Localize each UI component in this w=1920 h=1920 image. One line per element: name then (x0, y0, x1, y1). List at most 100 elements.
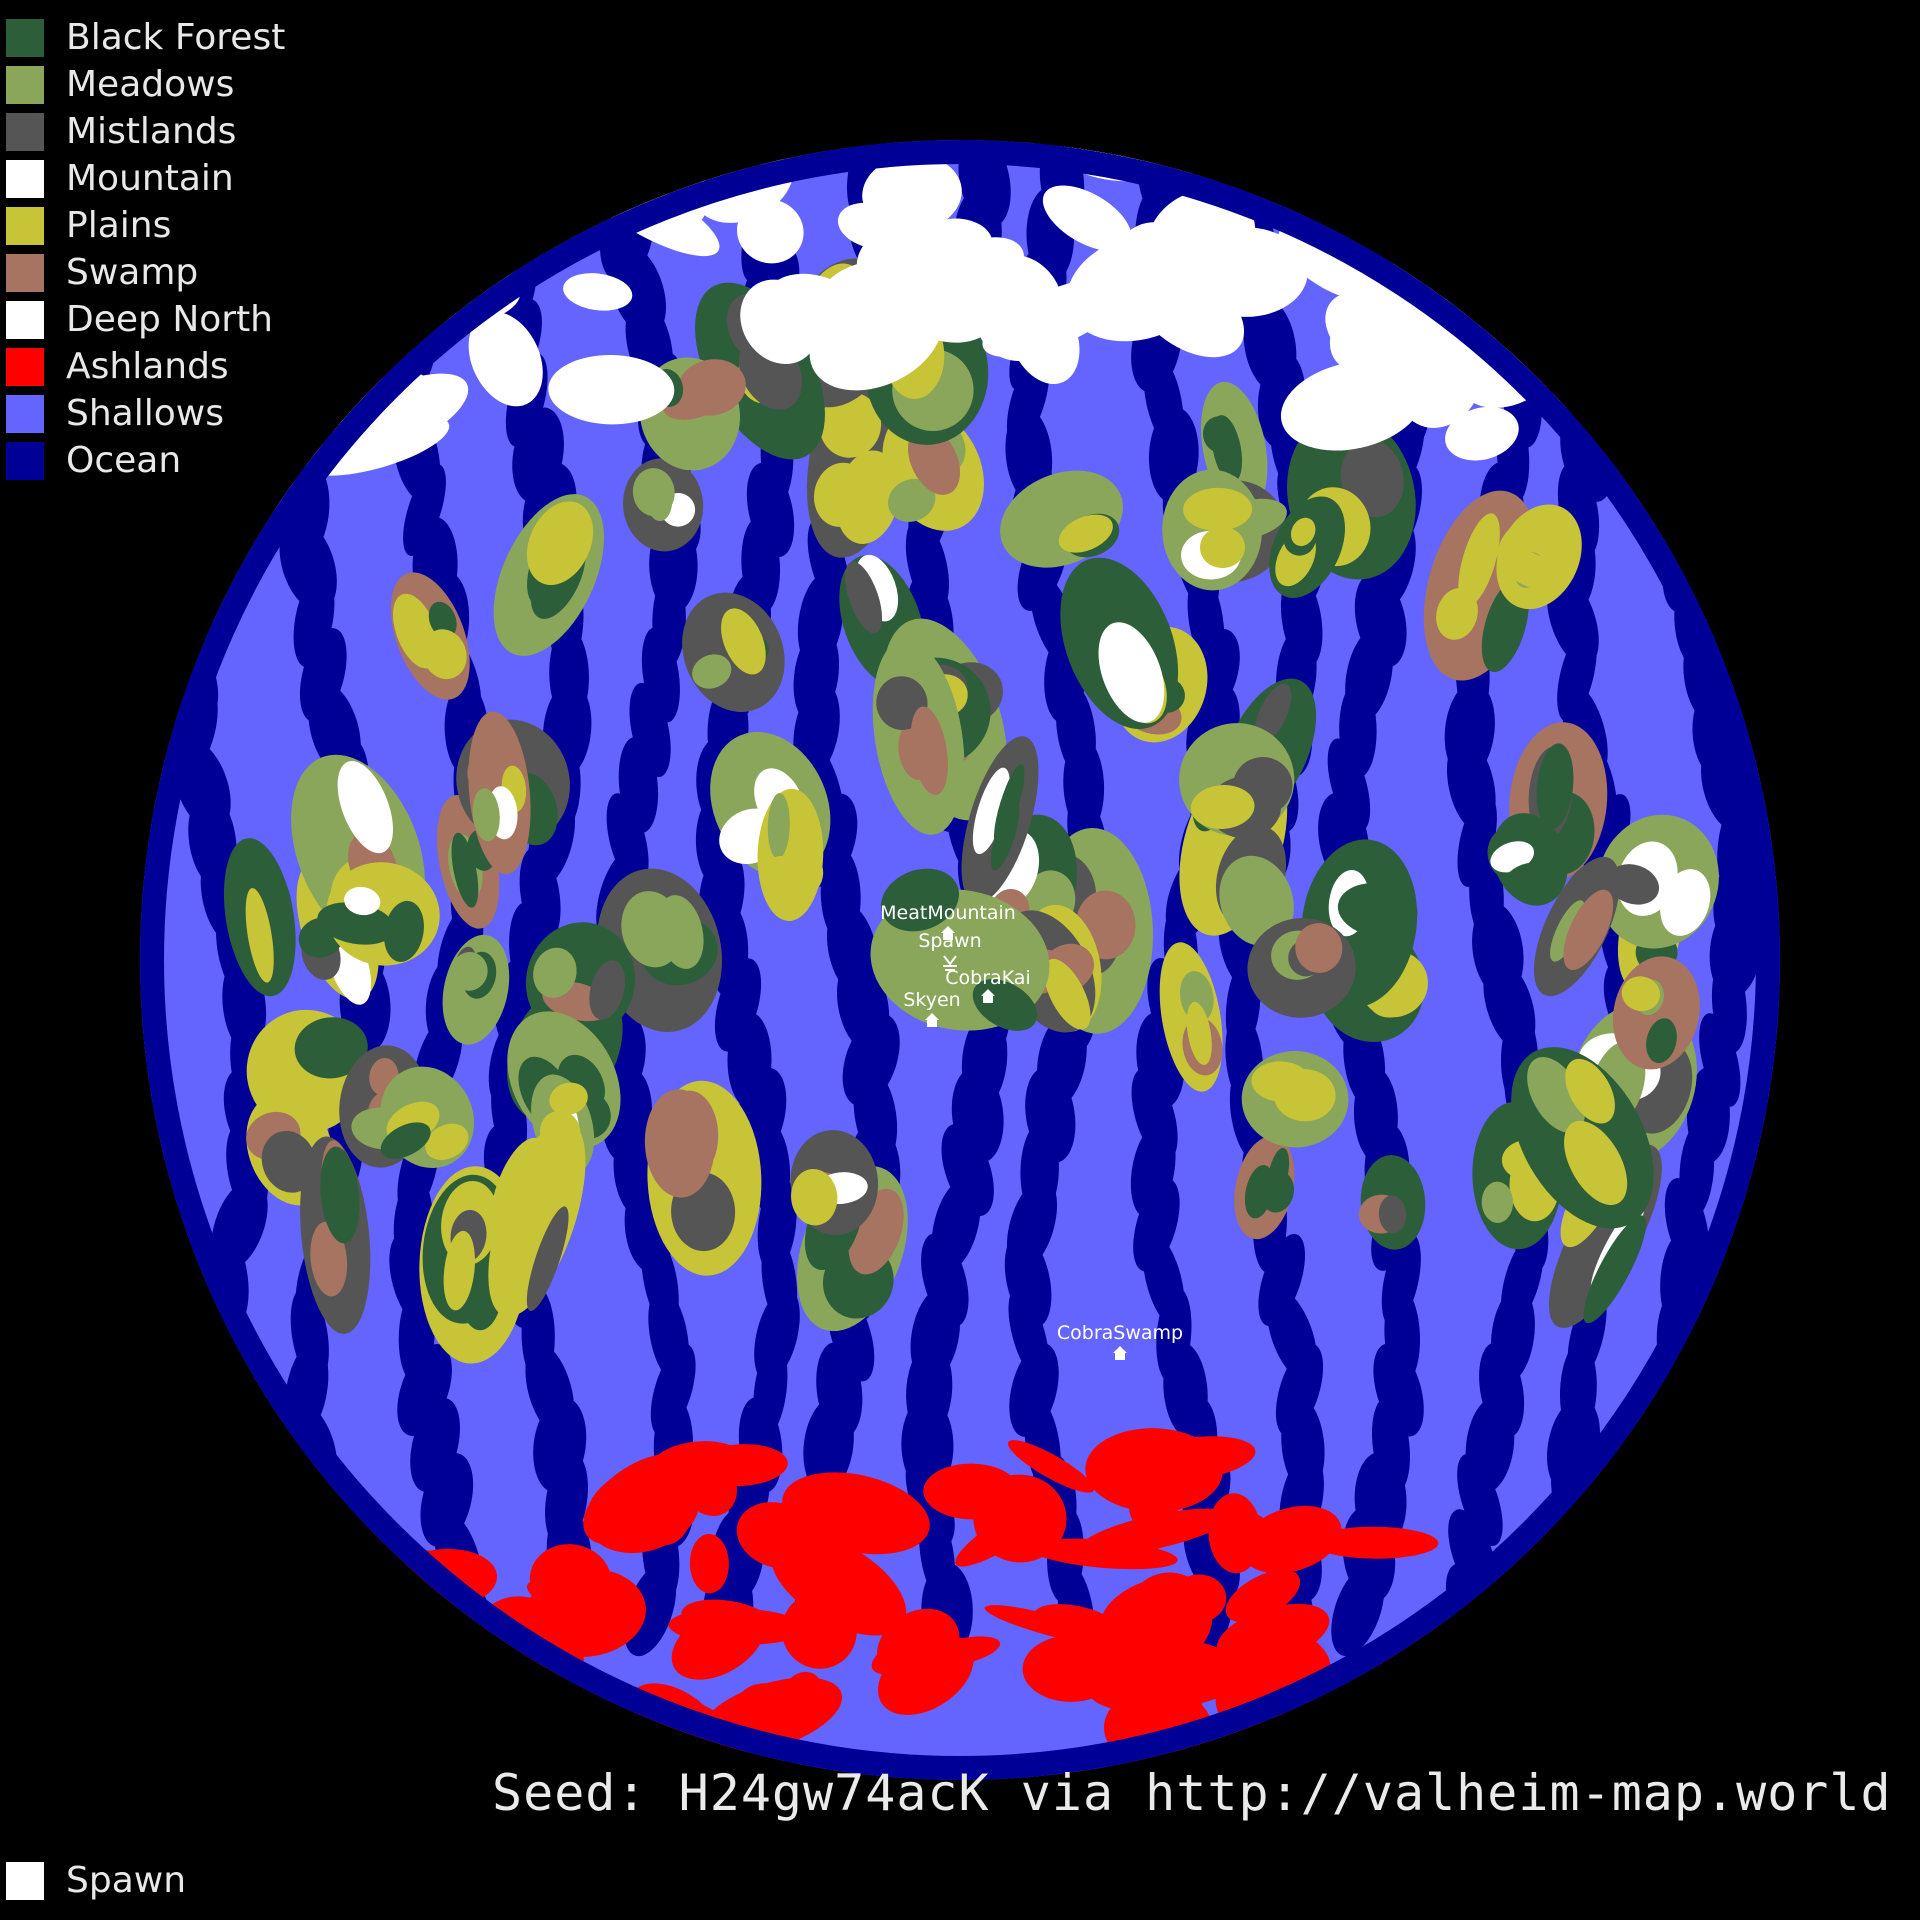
deep-north-patch (1278, 223, 1379, 300)
legend-swatch (6, 441, 44, 480)
biome-patch (1565, 1058, 1615, 1124)
ocean-channel-patch (1499, 140, 1540, 228)
ashlands-patch (297, 1772, 366, 1780)
biome-patch (888, 478, 936, 522)
ashlands-patch (1216, 1603, 1330, 1665)
biome-patch (526, 1206, 569, 1311)
marker-skyen[interactable]: Skyen (903, 989, 961, 1027)
house-icon (1113, 1346, 1127, 1360)
ocean-channel-patch (307, 1563, 362, 1657)
ashlands-patch (1431, 1817, 1539, 1897)
biome-patch (1290, 517, 1316, 547)
biome-patch (1202, 416, 1237, 453)
biome-patch (632, 468, 675, 517)
ashlands-patch (1453, 1808, 1585, 1910)
ashlands-patch (417, 1785, 485, 1862)
legend-swatch (6, 347, 44, 386)
biome-patch (692, 654, 732, 689)
biome-patch (1183, 487, 1253, 531)
deep-north-patch (548, 354, 675, 425)
house-icon (925, 1013, 939, 1027)
ashlands-patch (1539, 1647, 1689, 1676)
spawn-icon (943, 955, 957, 971)
biome-patch (1378, 1195, 1407, 1234)
ashlands-patch (171, 1915, 315, 1920)
biome-patch (337, 761, 393, 854)
ocean-channel-patch (1613, 140, 1652, 227)
ashlands-patch (529, 1544, 612, 1616)
biome-patch (317, 902, 395, 945)
deep-north-patch (1476, 154, 1619, 237)
biome-patch (1200, 526, 1245, 569)
ocean-channel-patch (1668, 1453, 1723, 1547)
ocean-channel-patch (185, 1342, 227, 1438)
legend-swatch (6, 394, 44, 433)
biome-patch (472, 788, 500, 842)
land-islands (223, 258, 1719, 1364)
biome-patch (451, 832, 479, 908)
ocean-ring (140, 140, 1780, 1780)
ashlands-patch (917, 1636, 1001, 1668)
ocean-channel-patch (1657, 353, 1704, 447)
deep-north-patch (344, 151, 463, 208)
deep-north-patch (1576, 193, 1691, 293)
deep-north-patch (563, 273, 633, 311)
biome-patch (972, 767, 1010, 855)
marker-cobraswamp[interactable]: CobraSwamp (1057, 1322, 1183, 1360)
biome-patch (1607, 864, 1660, 905)
biome-patch (644, 1089, 715, 1198)
biome-patch (1266, 1147, 1290, 1203)
biome-patch (819, 392, 882, 458)
ashlands-patch (1561, 1833, 1665, 1920)
ashlands-patch (1128, 1688, 1203, 1734)
legend-item-swamp: Swamp (6, 249, 285, 296)
ocean-channel-patch (170, 1453, 214, 1547)
legend-label: Ashlands (66, 345, 229, 387)
biome-patch (1660, 869, 1711, 936)
marker-spawn[interactable]: Spawn (918, 930, 982, 971)
ashlands-patch (377, 1616, 461, 1680)
ocean-channel-patch (1702, 140, 1738, 228)
ocean-channel-patch (326, 187, 374, 283)
deep-north-patch (1280, 360, 1424, 451)
ocean-channel-patch (173, 1398, 222, 1492)
deep-north-patch (1042, 185, 1132, 252)
biome-patch (787, 851, 824, 895)
marker-meatmountain[interactable]: MeatMountain (880, 902, 1016, 940)
ashlands-patch (1440, 1836, 1490, 1884)
spawn-legend: Spawn (6, 1862, 186, 1900)
ocean-channel-patch (302, 1507, 345, 1603)
ashlands-patch (1033, 1604, 1125, 1646)
ocean-channel-patch (1345, 140, 1384, 228)
biome-patch (488, 1120, 586, 1317)
biome-patch (845, 561, 883, 634)
deep-north-patch (1007, 289, 1080, 385)
deep-north-patch (1066, 233, 1213, 342)
ocean-channel-patch (412, 140, 464, 227)
ashlands-patch (191, 1912, 270, 1920)
ashlands-patch (736, 1502, 819, 1569)
biome-patch (380, 1122, 431, 1159)
ocean-channel-patch (303, 297, 351, 393)
biome-patch (443, 1230, 475, 1311)
legend-item-plains: Plains (6, 202, 285, 249)
ashlands-patch (220, 1726, 326, 1780)
biome-patch (1481, 1181, 1514, 1223)
ocean-channel-patch (1696, 1564, 1741, 1656)
deep-north-patch (1486, 140, 1606, 209)
legend-label: Ocean (66, 439, 182, 481)
biome-patch (1646, 1018, 1677, 1064)
legend-swatch (6, 159, 44, 198)
ashlands-patch (328, 1878, 385, 1920)
house-icon (941, 926, 955, 940)
marker-label: Skyen (903, 989, 960, 1011)
ocean-channel-patch (403, 187, 451, 283)
ashlands-patch (240, 1836, 385, 1920)
legend-item-mountain: Mountain (6, 155, 285, 202)
ashlands-patch (1225, 1569, 1301, 1623)
deep-north-patch (1445, 406, 1519, 461)
ashlands-patch (1600, 1901, 1752, 1920)
marker-cobrakai[interactable]: CobraKai (945, 967, 1031, 1003)
ashlands-patch (256, 1688, 378, 1755)
